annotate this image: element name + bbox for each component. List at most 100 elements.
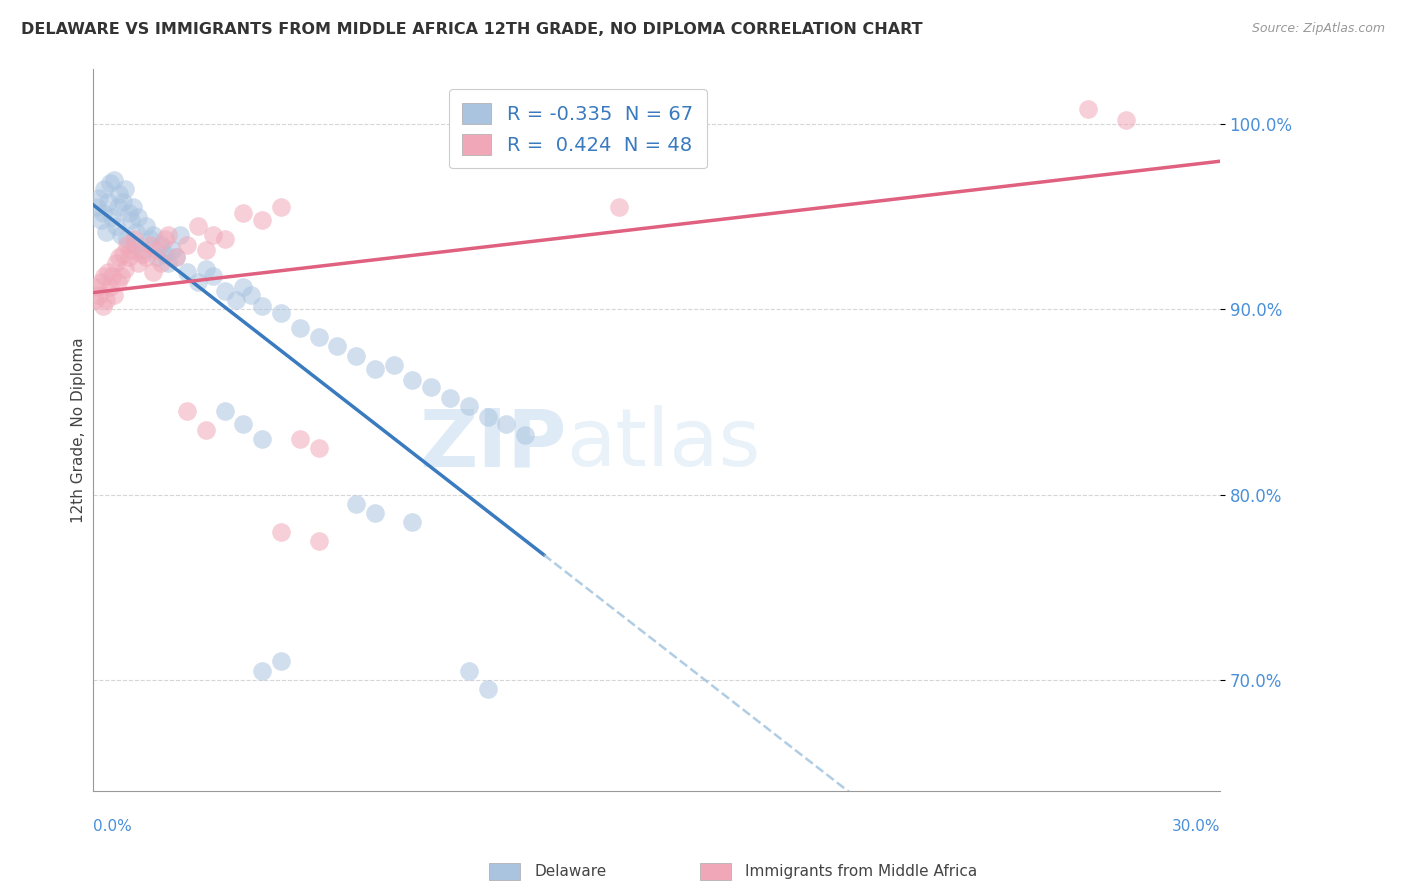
Point <box>149 256 172 270</box>
Point <box>120 243 142 257</box>
Point <box>138 232 160 246</box>
Point <box>104 219 127 233</box>
Point <box>131 243 153 257</box>
Point <box>101 268 124 283</box>
Point <box>84 293 107 307</box>
Point <box>146 251 169 265</box>
Point <box>112 194 135 209</box>
Point <box>112 246 135 260</box>
Point <box>87 191 110 205</box>
Point <box>101 210 124 224</box>
Point <box>131 246 153 260</box>
Point <box>308 533 330 548</box>
Point <box>142 265 165 279</box>
Point <box>176 237 198 252</box>
Point <box>110 228 132 243</box>
Point <box>107 275 129 289</box>
Point <box>250 664 273 678</box>
Point <box>104 256 127 270</box>
Point <box>288 432 311 446</box>
Point <box>326 339 349 353</box>
Point <box>176 404 198 418</box>
Point <box>86 280 108 294</box>
Point <box>214 232 236 246</box>
Point <box>270 306 292 320</box>
Text: Delaware: Delaware <box>534 863 606 879</box>
Point <box>135 251 157 265</box>
Point <box>1077 103 1099 117</box>
Point <box>202 268 225 283</box>
Point <box>146 243 169 257</box>
Point <box>107 201 129 215</box>
Point <box>401 516 423 530</box>
Point <box>250 432 273 446</box>
Point <box>344 497 367 511</box>
Point <box>118 251 141 265</box>
Point <box>120 213 142 227</box>
Point <box>401 373 423 387</box>
Point <box>153 232 176 246</box>
Point <box>308 330 330 344</box>
Point <box>270 524 292 539</box>
Point <box>108 187 131 202</box>
Point <box>103 172 125 186</box>
Point <box>495 417 517 432</box>
Point <box>288 321 311 335</box>
Point <box>124 237 146 252</box>
Text: Source: ZipAtlas.com: Source: ZipAtlas.com <box>1251 22 1385 36</box>
Legend: R = -0.335  N = 67, R =  0.424  N = 48: R = -0.335 N = 67, R = 0.424 N = 48 <box>449 89 707 169</box>
Point <box>157 256 180 270</box>
Point <box>513 428 536 442</box>
Text: Immigrants from Middle Africa: Immigrants from Middle Africa <box>745 863 977 879</box>
Text: atlas: atlas <box>567 405 761 483</box>
Text: ZIP: ZIP <box>419 405 567 483</box>
Point <box>187 275 209 289</box>
Point <box>202 228 225 243</box>
Point <box>382 358 405 372</box>
Point <box>149 237 172 252</box>
Point <box>91 299 114 313</box>
Point <box>93 268 115 283</box>
Point <box>270 201 292 215</box>
Point <box>232 206 254 220</box>
Point <box>165 251 187 265</box>
Point <box>87 287 110 301</box>
Point <box>114 182 136 196</box>
Point <box>160 243 183 257</box>
Point <box>457 399 479 413</box>
Point <box>103 287 125 301</box>
Point <box>607 201 630 215</box>
Point <box>118 206 141 220</box>
Point <box>165 251 187 265</box>
Point <box>98 177 121 191</box>
Point <box>420 380 443 394</box>
Point <box>114 261 136 276</box>
Point <box>115 232 138 246</box>
Point <box>86 201 108 215</box>
Point <box>344 349 367 363</box>
Point <box>194 423 217 437</box>
Point <box>97 265 120 279</box>
Point <box>124 232 146 246</box>
Point <box>308 442 330 456</box>
Point <box>232 280 254 294</box>
Point <box>91 206 114 220</box>
Point <box>121 201 143 215</box>
Point <box>194 261 217 276</box>
Point <box>477 682 499 697</box>
Point <box>232 417 254 432</box>
Point <box>176 265 198 279</box>
Point <box>127 210 149 224</box>
Point <box>138 237 160 252</box>
Point <box>125 225 148 239</box>
Point <box>194 243 217 257</box>
Point <box>225 293 247 307</box>
Point <box>214 284 236 298</box>
Point <box>142 228 165 243</box>
Point <box>364 506 387 520</box>
Text: 0.0%: 0.0% <box>93 819 132 834</box>
Point <box>97 194 120 209</box>
Point <box>169 228 191 243</box>
Point <box>96 293 118 307</box>
Point <box>1115 113 1137 128</box>
